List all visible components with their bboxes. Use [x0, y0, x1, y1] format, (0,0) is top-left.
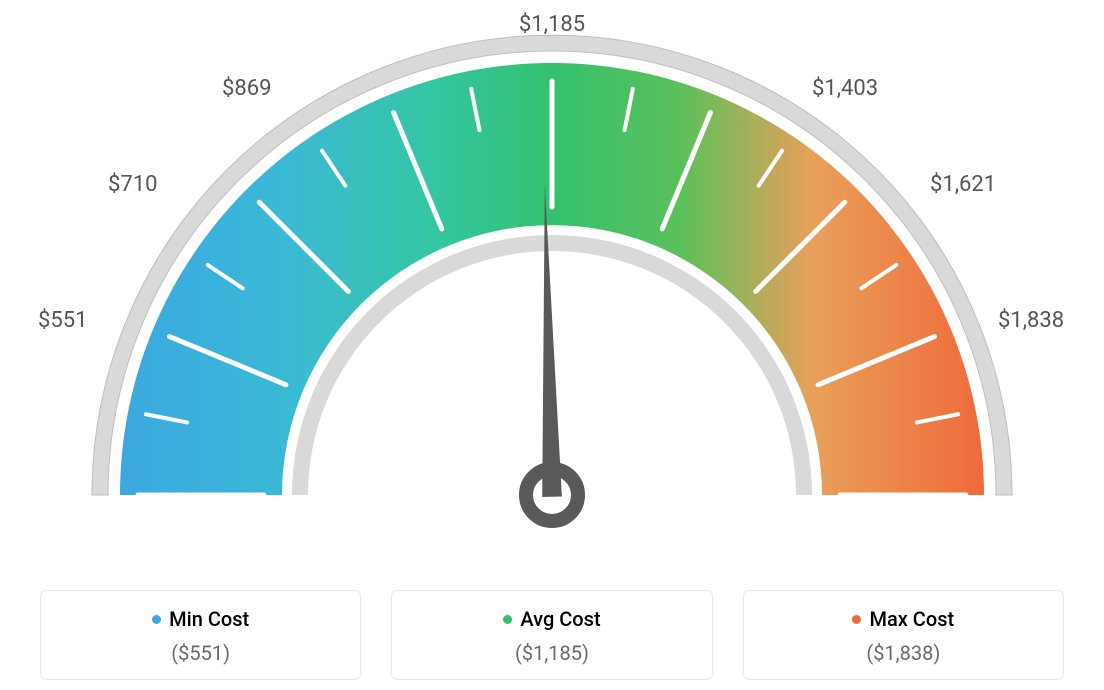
legend-max-text: Max Cost: [869, 607, 954, 631]
legend-avg-label: Avg Cost: [503, 607, 600, 631]
legend-min-value: ($551): [51, 641, 350, 665]
gauge-tick-label: $710: [108, 172, 157, 197]
legend-avg-text: Avg Cost: [520, 607, 600, 631]
legend-min-label: Min Cost: [152, 607, 249, 631]
legend-dot-min: [152, 615, 161, 624]
gauge-needle: [542, 185, 562, 497]
legend-max: Max Cost ($1,838): [743, 590, 1064, 680]
gauge-tick-label: $1,621: [930, 172, 996, 197]
gauge-tick-label: $1,403: [812, 76, 878, 101]
legend-max-value: ($1,838): [754, 641, 1053, 665]
gauge-tick-label: $551: [38, 308, 87, 333]
chart-container: $551 $710 $869 $1,185 $1,403 $1,621 $1,838 Min…: [0, 0, 1104, 690]
legend-min: Min Cost ($551): [40, 590, 361, 680]
legend-dot-max: [852, 615, 861, 624]
legend-avg-value: ($1,185): [402, 641, 701, 665]
legend-max-label: Max Cost: [852, 607, 954, 631]
legend-dot-avg: [503, 615, 512, 624]
gauge-svg: [0, 0, 1104, 570]
legend-avg: Avg Cost ($1,185): [391, 590, 712, 680]
gauge-tick-label: $1,185: [519, 12, 585, 37]
legend-row: Min Cost ($551) Avg Cost ($1,185) Max Co…: [40, 590, 1064, 680]
gauge-tick-label: $1,838: [998, 308, 1064, 333]
gauge: $551 $710 $869 $1,185 $1,403 $1,621 $1,838: [0, 0, 1104, 570]
gauge-tick-label: $869: [222, 76, 271, 101]
legend-min-text: Min Cost: [169, 607, 249, 631]
